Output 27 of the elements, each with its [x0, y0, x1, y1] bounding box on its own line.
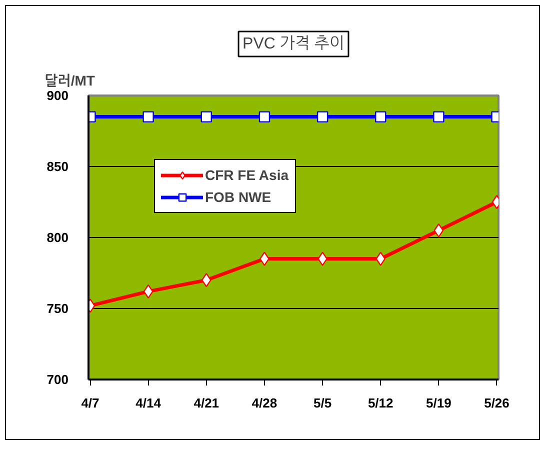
x-tick-label: 5/26 — [484, 396, 510, 410]
legend-label: FOB NWE — [205, 189, 272, 205]
point — [433, 111, 444, 122]
legend-label: CFR FE Asia — [205, 167, 288, 183]
x-tick-label: 5/19 — [426, 396, 452, 410]
y-tick-label: 800 — [46, 230, 69, 245]
point — [143, 284, 154, 299]
chart-title: PVC 가격 추이 — [242, 34, 344, 52]
y-axis-title: 달러/MT — [44, 72, 96, 88]
x-tick-label: 4/7 — [81, 396, 100, 410]
point — [142, 111, 154, 122]
point — [200, 111, 212, 122]
point — [201, 273, 212, 288]
x-tick-label: 4/14 — [136, 396, 162, 410]
point — [434, 223, 444, 238]
y-tick-label: 900 — [46, 88, 69, 103]
point — [258, 111, 270, 122]
y-tick-label: 700 — [46, 372, 69, 387]
y-tick-label: 850 — [46, 159, 69, 174]
x-tick-label: 5/5 — [314, 396, 332, 410]
x-tick-label: 4/21 — [194, 396, 220, 410]
x-tick-label: 4/28 — [252, 396, 278, 410]
point — [376, 252, 386, 266]
point — [316, 111, 328, 122]
y-tick-label: 750 — [46, 301, 69, 316]
x-tick-label: 5/12 — [368, 396, 394, 410]
point — [375, 111, 386, 122]
